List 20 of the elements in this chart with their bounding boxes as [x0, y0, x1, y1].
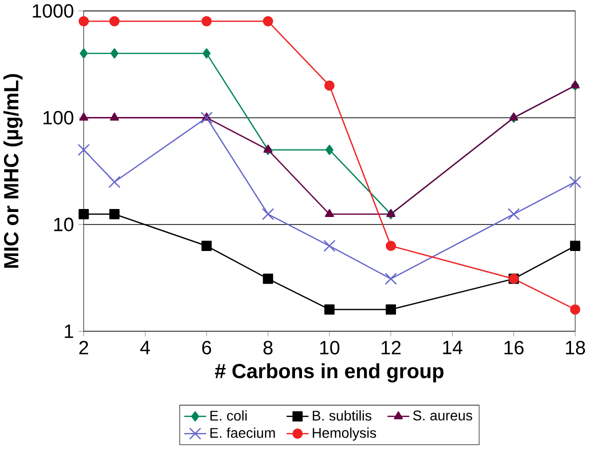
x-tick-label: 14	[443, 340, 462, 354]
legend-label: E. faecium	[210, 427, 275, 438]
x-tick-label: 8	[264, 340, 273, 354]
x-axis-title: # Carbons in end group	[214, 363, 444, 382]
x-tick-label: 16	[504, 340, 524, 354]
y-tick-label: 100	[44, 110, 74, 124]
y-tick-label: 1000	[32, 4, 74, 18]
legend-label: Hemolysis	[312, 427, 376, 441]
x-tick-label: 6	[202, 340, 212, 354]
x-tick-label: 10	[320, 340, 340, 354]
x-tick-label: 2	[79, 340, 88, 354]
x-tick-label: 4	[140, 340, 150, 354]
x-tick-label: 18	[566, 340, 585, 354]
legend-label: S. aureus	[413, 410, 472, 420]
legend-label: B. subtilis	[312, 410, 372, 421]
y-tick-label: 10	[54, 218, 74, 232]
legend-label: E. coli	[210, 410, 247, 421]
x-tick-label: 12	[382, 340, 401, 354]
y-tick-label: 1	[64, 324, 74, 338]
y-axis-title: MIC or MHC (µg/mL)	[3, 74, 23, 268]
